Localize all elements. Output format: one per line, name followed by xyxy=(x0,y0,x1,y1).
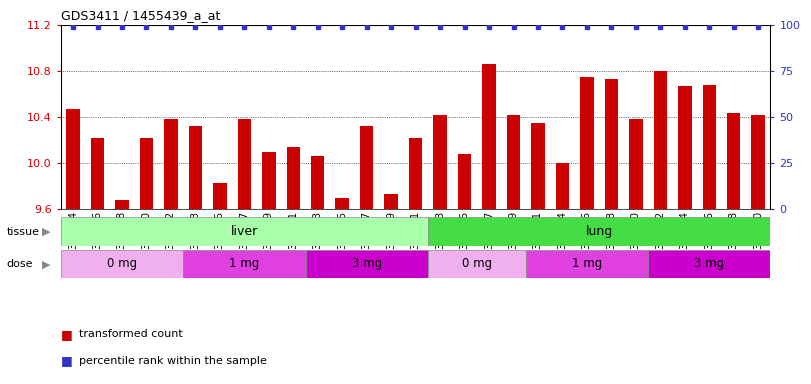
Bar xyxy=(531,123,545,209)
Bar xyxy=(139,138,153,209)
Bar xyxy=(629,119,642,209)
Text: 0 mg: 0 mg xyxy=(461,258,492,270)
Bar xyxy=(262,152,276,209)
Bar xyxy=(91,138,105,209)
Bar xyxy=(428,217,770,246)
Bar xyxy=(752,115,765,209)
Bar xyxy=(556,163,569,209)
Bar xyxy=(189,126,202,209)
Text: transformed count: transformed count xyxy=(79,329,182,339)
Bar xyxy=(61,250,183,278)
Text: ▶: ▶ xyxy=(42,259,50,269)
Bar xyxy=(306,250,428,278)
Bar xyxy=(238,119,251,209)
Text: 3 mg: 3 mg xyxy=(352,258,382,270)
Bar xyxy=(727,113,740,209)
Text: 1 mg: 1 mg xyxy=(572,258,602,270)
Text: 3 mg: 3 mg xyxy=(694,258,724,270)
Text: 0 mg: 0 mg xyxy=(107,258,137,270)
Text: ■: ■ xyxy=(61,354,72,367)
Bar xyxy=(115,200,129,209)
Bar xyxy=(702,85,716,209)
Bar xyxy=(458,154,471,209)
Text: lung: lung xyxy=(586,225,613,238)
Bar xyxy=(384,194,398,209)
Bar xyxy=(183,250,306,278)
Bar xyxy=(648,250,770,278)
Text: dose: dose xyxy=(6,259,33,269)
Bar xyxy=(336,198,349,209)
Bar xyxy=(286,147,300,209)
Text: tissue: tissue xyxy=(6,227,40,237)
Bar xyxy=(433,115,447,209)
Bar xyxy=(580,77,594,209)
Bar xyxy=(507,115,520,209)
Bar xyxy=(428,250,526,278)
Bar xyxy=(409,138,423,209)
Text: percentile rank within the sample: percentile rank within the sample xyxy=(79,356,267,366)
Text: liver: liver xyxy=(230,225,258,238)
Bar xyxy=(483,64,496,209)
Text: ▶: ▶ xyxy=(42,227,50,237)
Bar xyxy=(311,156,324,209)
Text: 1 mg: 1 mg xyxy=(230,258,260,270)
Bar xyxy=(526,250,648,278)
Bar xyxy=(360,126,373,209)
Bar xyxy=(61,217,428,246)
Bar xyxy=(605,79,618,209)
Text: GDS3411 / 1455439_a_at: GDS3411 / 1455439_a_at xyxy=(61,9,221,22)
Text: ■: ■ xyxy=(61,328,72,341)
Bar xyxy=(67,109,79,209)
Bar xyxy=(213,183,226,209)
Bar xyxy=(654,71,667,209)
Bar xyxy=(678,86,692,209)
Bar xyxy=(164,119,178,209)
